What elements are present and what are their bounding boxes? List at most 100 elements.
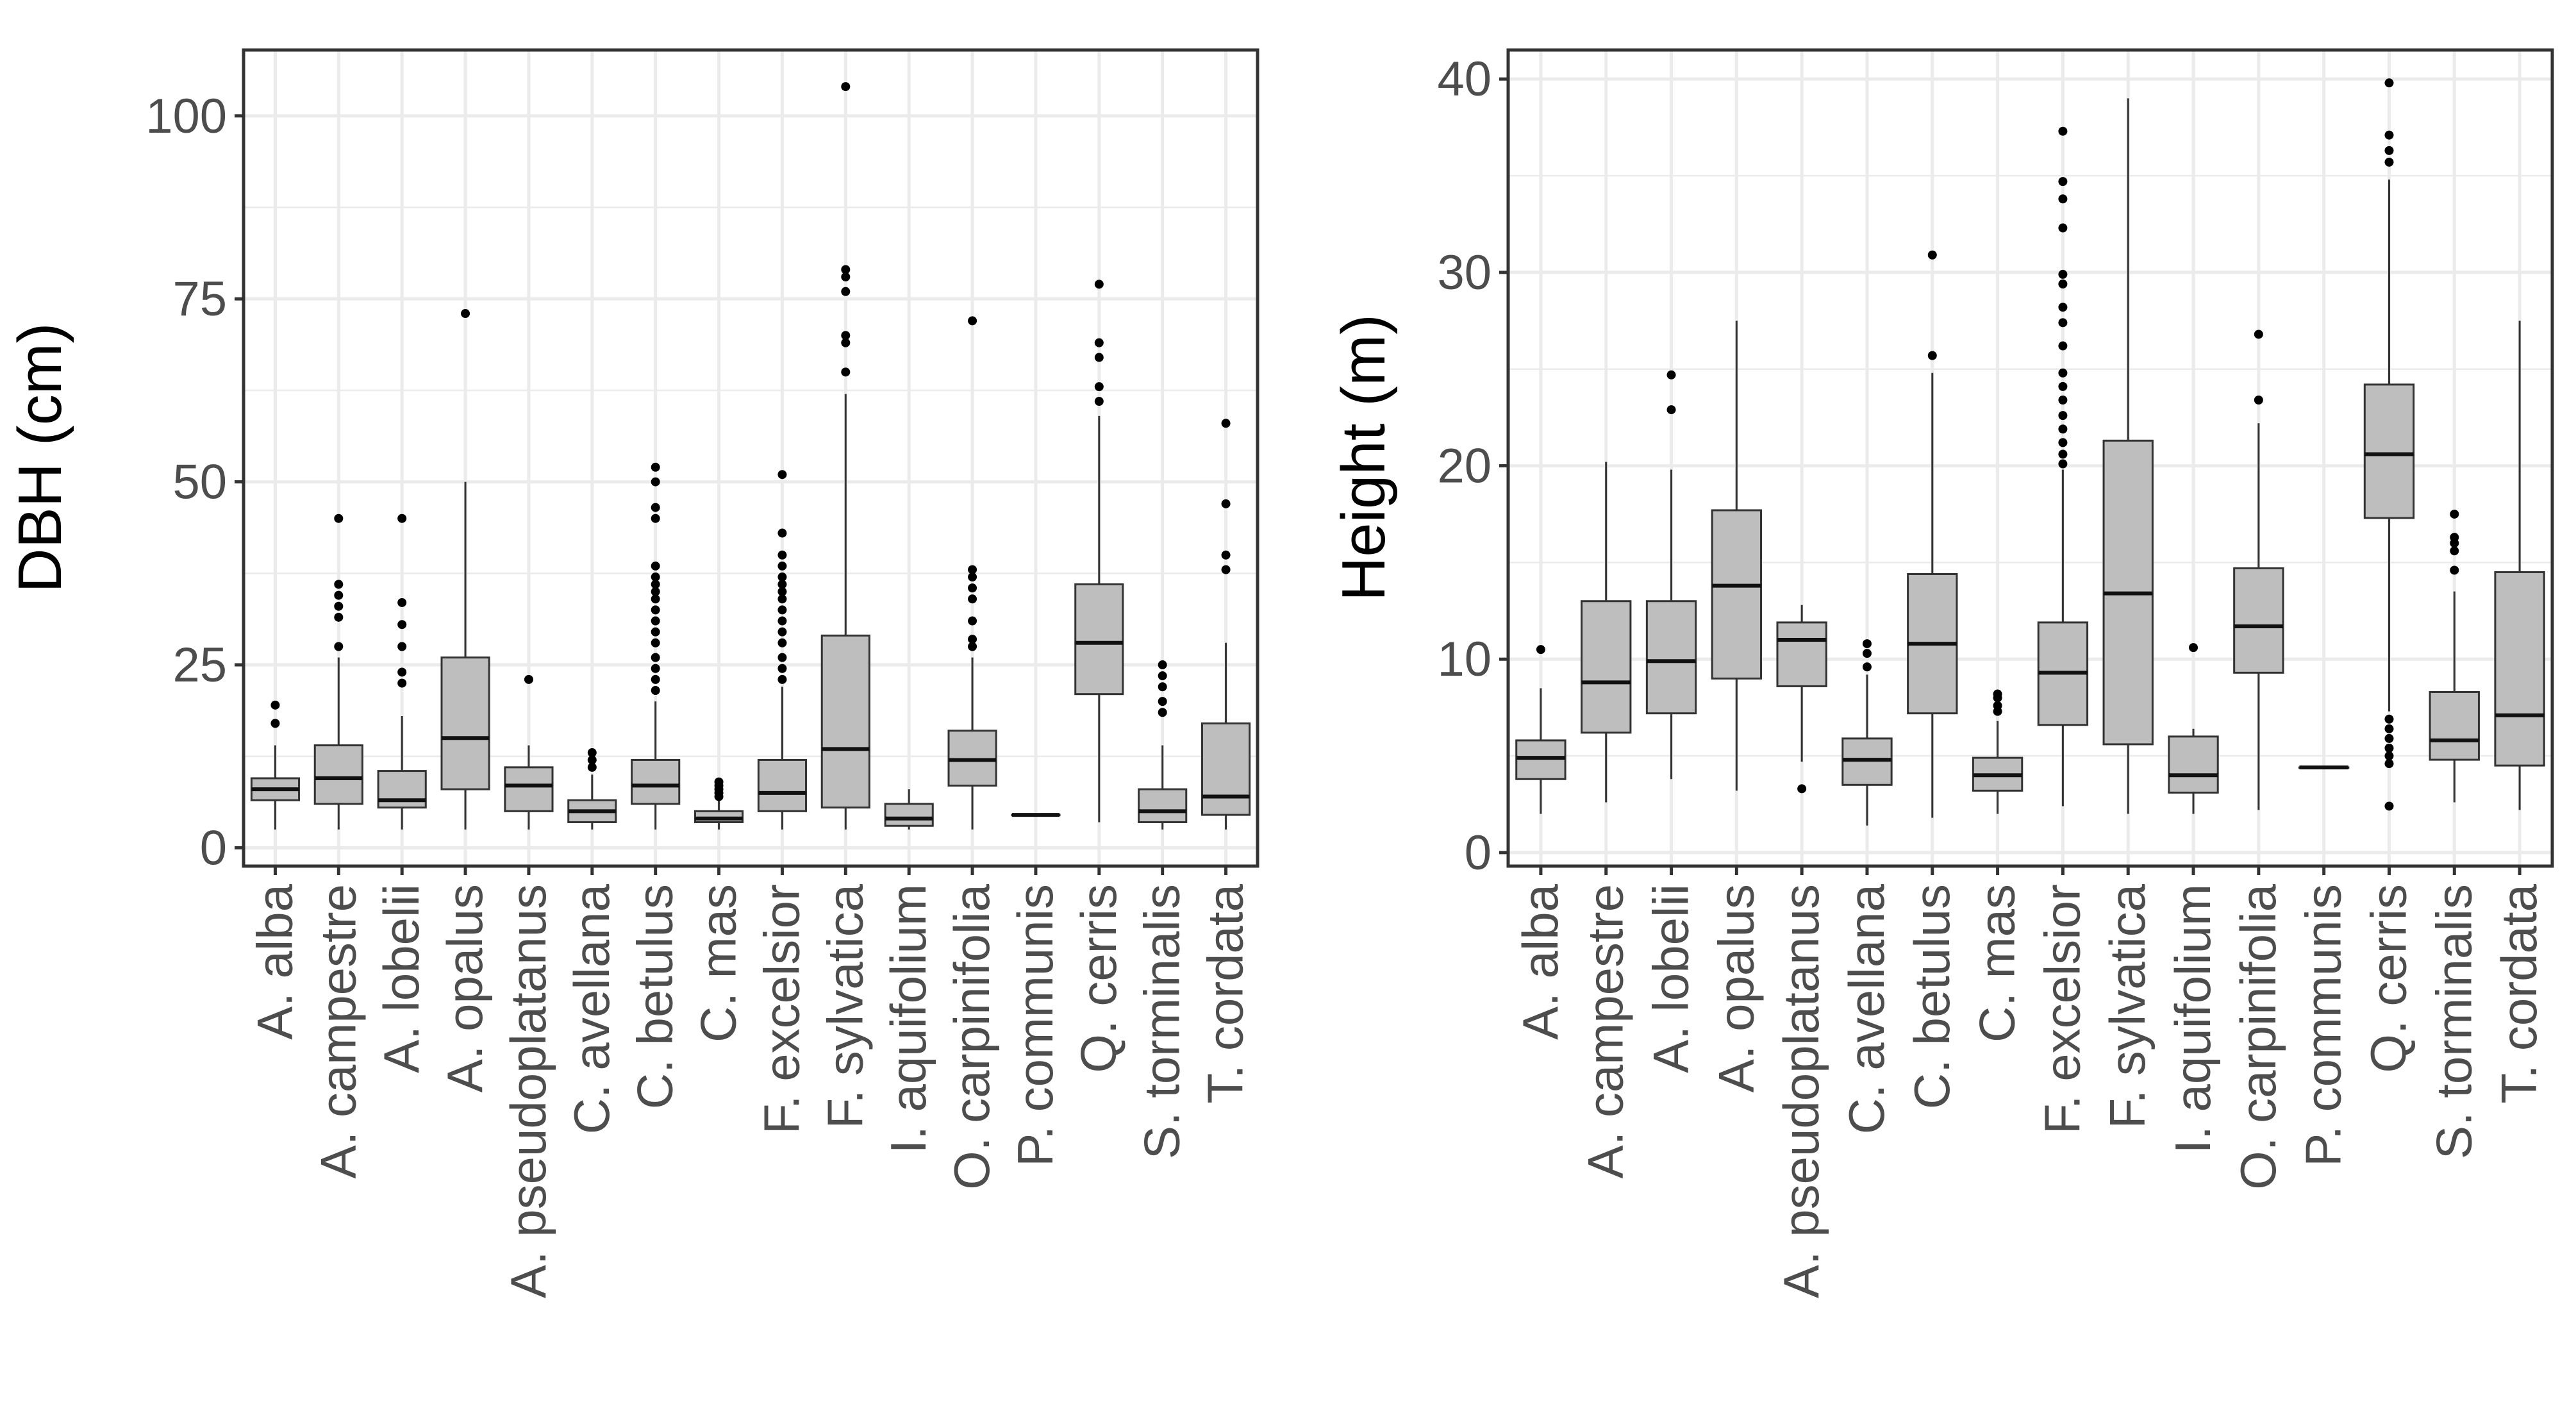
dbh-outlier-point [1094,382,1104,392]
height-outlier-point [1862,662,1872,672]
dbh-x-tick-label: A. lobelii [373,884,429,1073]
dbh-outlier-point [651,653,660,662]
dbh-outlier-point [651,594,660,604]
dbh-outlier-point [651,572,660,582]
dbh-outlier-point [651,664,660,673]
dbh-outlier-point [524,674,533,684]
dbh-x-tick-label: O. carpinifolia [943,883,1000,1189]
height-x-tick-label: Q. cerris [2360,884,2416,1073]
dbh-box-o-carpinifolia [947,316,997,830]
dbh-y-tick-label: 50 [172,455,227,510]
height-outlier-point [2384,801,2394,811]
height-iqr-box [2168,735,2219,794]
dbh-outlier-point [651,477,660,487]
height-y-tick-label: 30 [1437,246,1492,300]
dbh-x-tick-label: C. mas [690,884,747,1042]
dbh-outlier-point [777,580,787,589]
dbh-outlier-point [334,514,344,523]
dbh-outlier-point [841,82,851,92]
dbh-iqr-box [757,758,808,812]
dbh-iqr-box [631,758,681,805]
dbh-box-q-cerris [1074,280,1124,823]
height-outlier-point [2058,411,2068,421]
dbh-x-axis: A. alba A. campestre A. lobelii A. opalus A.… [246,866,1254,1298]
height-box-a-lobelii [1645,370,1697,780]
height-outlier-point [2058,368,2068,378]
height-box-i-aquifolium [2168,643,2219,814]
height-outlier-point [2058,269,2068,279]
height-x-tick-label: T. cordata [2491,883,2547,1103]
dbh-box-a-opalus [440,309,490,830]
height-box-a-opalus [1711,321,1763,791]
dbh-outlier-point [777,674,787,684]
dbh-boxes [250,82,1251,830]
height-outlier-point [2058,194,2068,204]
dbh-y-tick-label: 75 [172,272,227,326]
dbh-outlier-point [777,638,787,647]
height-x-tick-label: C. betulus [1904,884,1960,1109]
dbh-y-tick-label: 25 [172,638,227,692]
dbh-x-tick-label: C. avellana [563,883,620,1134]
dbh-outlier-point [651,514,660,523]
height-box-o-carpinifolia [2233,330,2284,810]
dbh-outlier-point [841,265,851,274]
dbh-outlier-point [397,620,407,630]
height-iqr-box [1841,737,1893,786]
dbh-y-tick-label: 0 [200,821,227,875]
dbh-outlier-point [714,777,724,787]
dbh-outlier-point [777,616,787,626]
dbh-outlier-point [334,612,344,622]
height-outlier-point [2384,78,2394,88]
dbh-outlier-point [334,601,344,611]
height-box-c-mas [1972,689,2023,814]
dbh-outlier-point [968,583,977,593]
height-x-tick-label: S. torminalis [2425,884,2482,1159]
dbh-outlier-point [587,748,597,758]
height-outlier-point [2058,438,2068,447]
height-outlier-point [2384,743,2394,753]
height-y-tick-label: 0 [1465,826,1492,880]
dbh-outlier-point [1221,499,1231,508]
height-outlier-point [2384,733,2394,743]
dbh-box-c-avellana [567,748,617,830]
height-outlier-point [2450,509,2459,519]
dbh-outlier-point [777,572,787,582]
dbh-box-a-lobelii [377,514,427,830]
dbh-iqr-box [1138,788,1188,823]
height-box-c-avellana [1841,639,1893,826]
height-outlier-point [2189,643,2198,653]
height-x-tick-label: C. avellana [1838,883,1895,1134]
dbh-outlier-point [777,561,787,571]
dbh-box-i-aquifolium [884,789,934,830]
dbh-outlier-point [1094,280,1104,289]
dbh-outlier-point [651,616,660,626]
dbh-outlier-point [651,587,660,596]
height-outlier-point [2058,449,2068,459]
dbh-box-c-betulus [631,462,681,830]
dbh-outlier-point [651,580,660,589]
height-outlier-point [1797,784,1807,794]
height-box-p-communis [2298,765,2350,770]
height-outlier-point [2058,459,2068,469]
dbh-outlier-point [1094,397,1104,406]
height-x-axis: A. alba A. campestre A. lobelii A. opalus A.… [1512,866,2547,1298]
dbh-outlier-point [968,594,977,604]
dbh-box-f-excelsior [757,470,808,830]
dbh-outlier-point [841,272,851,281]
height-outlier-point [2058,126,2068,136]
dbh-x-tick-label: F. sylvatica [817,883,873,1128]
dbh-outlier-point [1158,671,1167,681]
height-outlier-point [2058,303,2068,312]
dbh-outlier-point [968,572,977,582]
dbh-outlier-point [651,462,660,472]
dbh-outlier-point [651,561,660,571]
dbh-x-tick-label: I. aquifolium [880,884,936,1154]
height-outlier-point [2384,130,2394,140]
height-outlier-point [2384,759,2394,769]
height-y-axis: 0 10 20 30 40 [1437,52,1508,880]
height-iqr-box [2233,567,2284,674]
height-box-a-campestre [1581,462,1632,803]
dbh-outlier-point [968,316,977,326]
height-outlier-point [2384,751,2394,761]
